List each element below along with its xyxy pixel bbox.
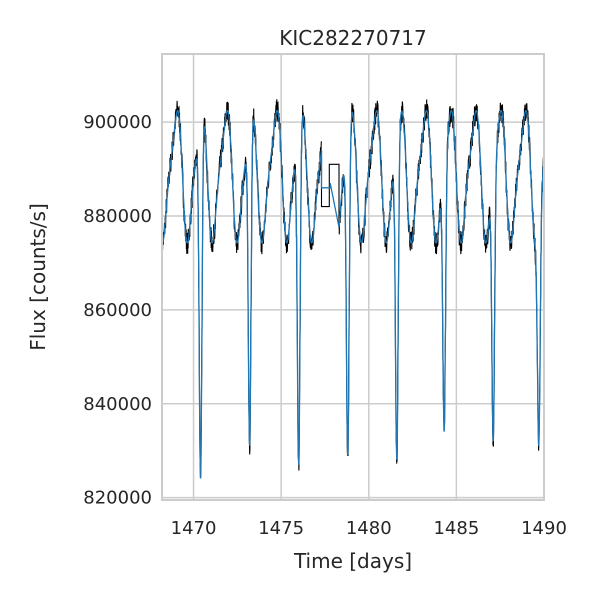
chart-title: KIC282270717 bbox=[279, 26, 427, 50]
x-tick-label: 1490 bbox=[521, 518, 567, 539]
x-axis-label: Time [days] bbox=[293, 549, 412, 573]
x-tick-labels: 1470 1475 1480 1485 1490 bbox=[171, 518, 567, 539]
raw-flux-series bbox=[162, 99, 544, 478]
y-axis-label: Flux [counts/s] bbox=[26, 203, 50, 351]
x-tick-label: 1485 bbox=[433, 518, 479, 539]
y-tick-label: 860000 bbox=[83, 300, 152, 321]
y-tick-label: 900000 bbox=[83, 112, 152, 133]
x-tick-label: 1470 bbox=[171, 518, 217, 539]
x-tick-label: 1480 bbox=[346, 518, 392, 539]
x-tick-label: 1475 bbox=[258, 518, 304, 539]
plot-area bbox=[162, 99, 544, 479]
y-tick-labels: 820000 840000 860000 880000 900000 bbox=[83, 112, 152, 509]
model-flux-series bbox=[162, 109, 544, 479]
y-tick-label: 880000 bbox=[83, 206, 152, 227]
plot-frame bbox=[161, 53, 545, 501]
y-tick-label: 820000 bbox=[83, 488, 152, 509]
y-tick-label: 840000 bbox=[83, 394, 152, 415]
